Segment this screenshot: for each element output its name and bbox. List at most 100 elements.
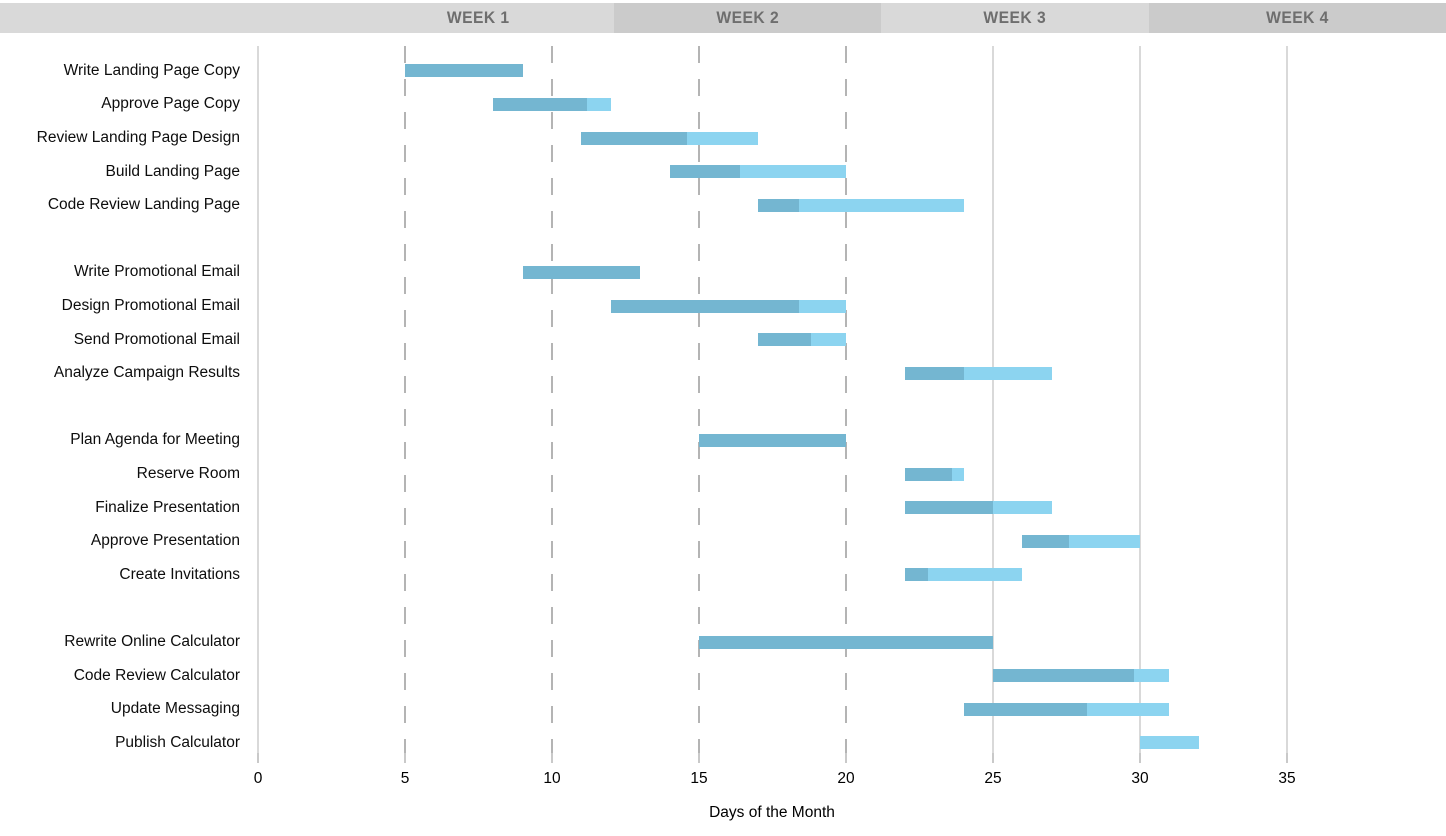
task-bar-complete: [610, 299, 799, 313]
task-bar-remaining: [587, 97, 611, 111]
task-bar-remaining: [992, 501, 1052, 515]
task-bar-remaining: [928, 568, 1023, 582]
task-label: Build Landing Page: [105, 162, 240, 180]
task-bar-complete: [699, 433, 846, 447]
task-label: Analyze Campaign Results: [53, 364, 240, 382]
task-bar-complete: [904, 501, 993, 515]
gridline-solid: [257, 46, 259, 754]
axis-tick-label: 25: [984, 770, 1002, 787]
task-label: Update Messaging: [110, 700, 240, 718]
task-label: Approve Presentation: [90, 532, 240, 550]
task-bar-remaining: [740, 165, 846, 179]
gridline-solid: [992, 46, 994, 754]
task-bar-complete: [993, 669, 1135, 683]
task-bar-complete: [904, 467, 952, 481]
week-band-label: WEEK 3: [983, 8, 1047, 27]
task-bar: [904, 366, 1052, 380]
task-bar: [963, 702, 1170, 716]
gridline-solid: [1286, 46, 1288, 754]
week-band: [613, 3, 882, 33]
axis-tick: [845, 753, 847, 763]
task-bar-remaining: [1069, 534, 1140, 548]
task-bar-complete: [493, 97, 588, 111]
task-bar: [522, 265, 641, 279]
axis-tick: [698, 753, 700, 763]
task-bar-complete: [904, 366, 964, 380]
task-bar-remaining: [963, 366, 1052, 380]
task-bar: [493, 97, 611, 111]
week-band-label: WEEK 4: [1265, 8, 1329, 27]
task-bar-complete: [522, 265, 641, 279]
task-bar-complete: [699, 635, 993, 649]
task-bar-remaining: [687, 131, 758, 145]
task-label: Review Landing Page Design: [36, 129, 240, 146]
week-band: [881, 3, 1149, 33]
task-bar-remaining: [951, 467, 964, 481]
task-bar: [1140, 736, 1199, 750]
axis-tick-label: 20: [837, 770, 855, 787]
task-bar-complete: [904, 568, 929, 582]
task-bar-complete: [757, 333, 811, 347]
task-bar-remaining: [810, 333, 846, 347]
axis-tick: [1286, 753, 1288, 763]
axis-tick: [257, 753, 259, 763]
task-label: Reserve Room: [136, 465, 240, 482]
task-bar: [904, 467, 964, 481]
task-label: Write Landing Page Copy: [63, 61, 240, 79]
task-label: Design Promotional Email: [61, 297, 240, 314]
task-bar-complete: [757, 198, 799, 212]
week-band-label: WEEK 1: [447, 8, 510, 27]
task-label: Plan Agenda for Meeting: [70, 431, 240, 449]
task-bar: [1022, 534, 1140, 548]
task-bar: [699, 433, 846, 447]
task-bar: [581, 131, 758, 145]
gridline-solid: [1139, 46, 1141, 754]
task-bar-complete: [405, 64, 523, 78]
task-bar-remaining: [1134, 669, 1170, 683]
task-bar: [993, 669, 1170, 683]
gridline-dashed: [845, 46, 847, 754]
week-band: [1148, 3, 1446, 33]
axis-tick-label: 5: [400, 770, 410, 787]
task-label: Approve Page Copy: [101, 95, 240, 113]
axis-tick-label: 10: [543, 770, 561, 787]
task-bar: [904, 568, 1023, 582]
axis-tick: [404, 753, 406, 763]
task-bar: [904, 501, 1052, 515]
task-bar-complete: [581, 131, 688, 145]
axis-tick-label: 30: [1131, 770, 1149, 787]
axis-tick-label: 15: [690, 770, 708, 787]
task-bar-remaining: [798, 299, 846, 313]
task-bar-remaining: [798, 198, 964, 212]
task-bar: [699, 635, 993, 649]
gridline-dashed: [551, 46, 553, 754]
axis-tick: [992, 753, 994, 763]
task-label: Rewrite Online Calculator: [64, 633, 240, 650]
task-label: Publish Calculator: [115, 733, 240, 751]
task-bar: [669, 165, 846, 179]
task-bar-complete: [1022, 534, 1070, 548]
axis-tick-label: 0: [253, 770, 263, 787]
task-bar-remaining: [1087, 702, 1170, 716]
task-label: Send Promotional Email: [73, 330, 240, 348]
gridline-dashed: [698, 46, 700, 754]
task-label: Code Review Landing Page: [47, 196, 240, 214]
task-bar: [405, 64, 523, 78]
axis-tick-label: 35: [1278, 770, 1296, 787]
gridline-dashed: [404, 46, 406, 754]
x-axis-title: Days of the Month: [709, 804, 835, 821]
axis-tick: [551, 753, 553, 763]
task-bar-remaining: [1140, 736, 1199, 750]
task-label: Write Promotional Email: [74, 263, 240, 281]
task-label: Code Review Calculator: [73, 666, 240, 684]
task-label: Finalize Presentation: [95, 498, 240, 516]
week-band-label: WEEK 2: [716, 8, 779, 27]
task-bar: [757, 333, 846, 347]
task-bar: [610, 299, 846, 313]
week-band: [0, 3, 614, 33]
task-bar-complete: [963, 702, 1088, 716]
axis-tick: [1139, 753, 1141, 763]
task-bar-complete: [669, 165, 741, 179]
task-bar: [757, 198, 964, 212]
